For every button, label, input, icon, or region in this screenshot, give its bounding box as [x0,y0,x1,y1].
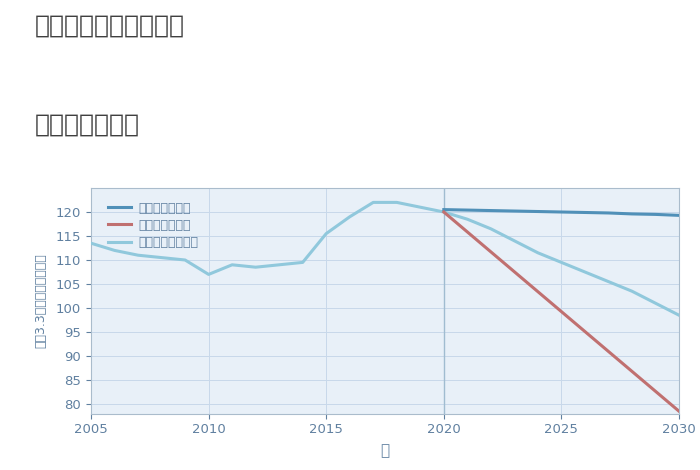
ノーマルシナリオ [510,238,519,243]
グッドシナリオ [604,210,612,216]
Line: ノーマルシナリオ: ノーマルシナリオ [91,203,679,315]
グッドシナリオ [557,209,566,215]
ノーマルシナリオ [158,255,166,260]
Line: グッドシナリオ: グッドシナリオ [444,210,679,215]
ノーマルシナリオ [251,265,260,270]
ノーマルシナリオ [87,240,95,246]
ノーマルシナリオ [463,216,472,222]
ノーマルシナリオ [651,300,659,306]
ノーマルシナリオ [557,259,566,265]
グッドシナリオ [486,208,495,213]
Text: 土地の価格推移: 土地の価格推移 [35,113,140,137]
ノーマルシナリオ [393,200,401,205]
ノーマルシナリオ [181,257,189,263]
ノーマルシナリオ [416,204,424,210]
ノーマルシナリオ [486,226,495,232]
ノーマルシナリオ [111,248,119,253]
ノーマルシナリオ [533,250,542,256]
ノーマルシナリオ [228,262,237,267]
ノーマルシナリオ [134,252,142,258]
ノーマルシナリオ [581,269,589,275]
グッドシナリオ [675,212,683,218]
ノーマルシナリオ [369,200,377,205]
グッドシナリオ [651,212,659,217]
X-axis label: 年: 年 [380,443,390,458]
ノーマルシナリオ [322,231,330,236]
ノーマルシナリオ [604,279,612,284]
グッドシナリオ [581,210,589,215]
ノーマルシナリオ [440,209,448,215]
Legend: グッドシナリオ, バッドシナリオ, ノーマルシナリオ: グッドシナリオ, バッドシナリオ, ノーマルシナリオ [103,196,203,254]
ノーマルシナリオ [628,289,636,294]
グッドシナリオ [533,209,542,214]
Y-axis label: 坪（3.3㎡）単価（万円）: 坪（3.3㎡）単価（万円） [34,253,48,348]
ノーマルシナリオ [275,262,284,267]
ノーマルシナリオ [675,313,683,318]
グッドシナリオ [628,211,636,217]
Text: 兵庫県西宮市天道町の: 兵庫県西宮市天道町の [35,14,185,38]
グッドシナリオ [440,207,448,212]
ノーマルシナリオ [298,259,307,265]
グッドシナリオ [463,207,472,213]
ノーマルシナリオ [346,214,354,219]
グッドシナリオ [510,208,519,214]
ノーマルシナリオ [204,272,213,277]
